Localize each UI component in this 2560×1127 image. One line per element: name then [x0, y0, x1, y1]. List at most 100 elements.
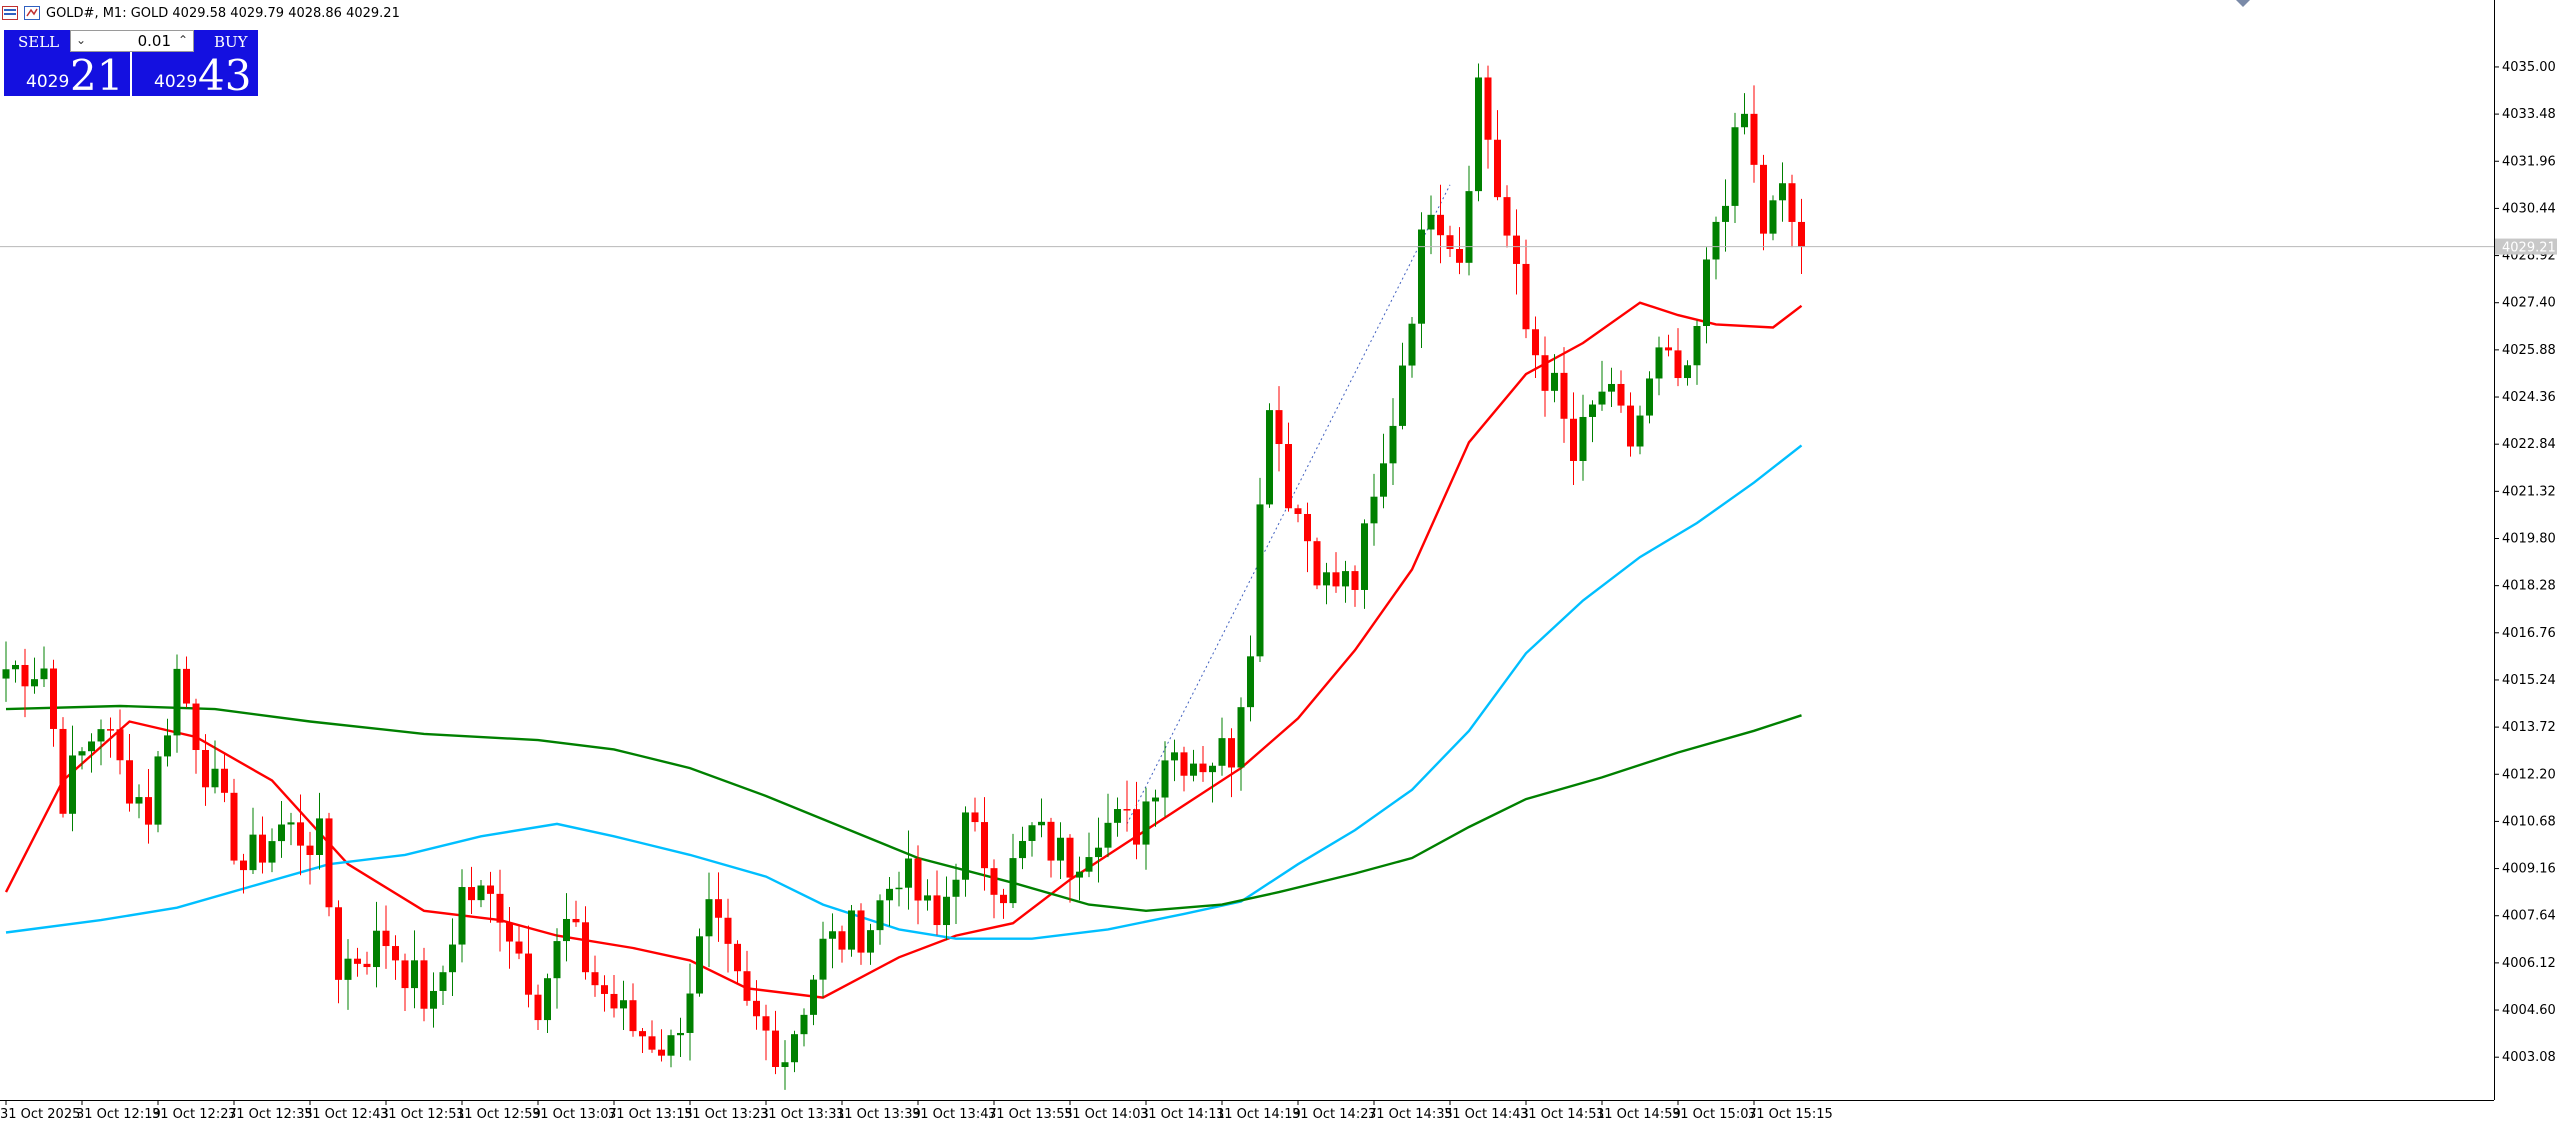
- candle-body: [468, 887, 475, 901]
- candle-body: [1313, 541, 1321, 586]
- candle: [211, 740, 219, 794]
- candle: [496, 869, 504, 952]
- candle: [1522, 239, 1530, 339]
- candle-body: [601, 985, 608, 994]
- candle-body: [1731, 127, 1739, 206]
- trend-line[interactable]: [1126, 184, 1451, 825]
- candle-body: [829, 931, 836, 939]
- lot-size-value: 0.01: [137, 32, 171, 50]
- time-tick-label: 31 Oct 13:15: [608, 1107, 693, 1122]
- candle: [1636, 405, 1644, 455]
- time-tick-label: 31 Oct 14:11: [1140, 1107, 1225, 1122]
- candle-body: [1028, 825, 1036, 841]
- candle: [819, 921, 827, 998]
- candle-body: [202, 750, 209, 788]
- candle-body: [1342, 571, 1349, 587]
- candle: [1038, 798, 1045, 838]
- candle: [724, 898, 732, 973]
- sell-price-big: 21: [70, 51, 124, 100]
- candle: [1209, 762, 1216, 803]
- candle-body: [1057, 837, 1064, 861]
- price-tick-label: 4035.00: [2502, 60, 2556, 75]
- candle: [183, 656, 190, 708]
- candle-body: [506, 922, 513, 942]
- candle-body: [135, 797, 143, 804]
- candle: [1560, 347, 1568, 443]
- candle: [1275, 386, 1283, 472]
- time-tick-label: 31 Oct 14:51: [1520, 1107, 1605, 1122]
- price-tick-label: 4030.44: [2502, 201, 2556, 216]
- candle: [297, 794, 304, 876]
- candle: [525, 925, 532, 1008]
- sell-label: SELL: [18, 33, 60, 51]
- lot-increase-chevron-icon[interactable]: ⌃: [177, 33, 188, 47]
- candle-body: [639, 1031, 646, 1037]
- candle: [306, 831, 314, 885]
- moving-average-line-ma_slow: [5, 704, 1802, 913]
- candle: [591, 955, 599, 997]
- candle-body: [515, 941, 523, 954]
- candle-body: [705, 899, 713, 937]
- candle: [1646, 371, 1653, 424]
- candle-body: [1171, 752, 1178, 761]
- price-tick-label: 4007.64: [2502, 909, 2556, 924]
- candle-body: [686, 993, 694, 1033]
- candle-body: [211, 768, 219, 788]
- candle-body: [1285, 444, 1292, 509]
- time-tick-label: 31 Oct 13:55: [988, 1107, 1073, 1122]
- chart-shift-icon[interactable]: [2236, 0, 2250, 7]
- price-tick-label: 4015.24: [2502, 673, 2556, 688]
- buy-price-small: 4029: [154, 72, 198, 92]
- candle: [21, 648, 29, 718]
- candle-body: [1161, 760, 1169, 798]
- candle-body: [278, 824, 285, 842]
- current-price-label: 4029.21: [2502, 241, 2556, 256]
- candle: [1598, 360, 1606, 411]
- candle-body: [924, 895, 931, 901]
- candle-body: [791, 1034, 798, 1063]
- candle: [221, 754, 228, 803]
- candle: [886, 877, 893, 927]
- candle-body: [1076, 871, 1083, 878]
- candle: [249, 807, 257, 875]
- candle: [354, 947, 361, 977]
- candle: [829, 913, 836, 969]
- candle: [705, 872, 713, 968]
- candle: [420, 947, 428, 1022]
- lot-dropdown-chevron-icon[interactable]: ⌄: [76, 33, 87, 47]
- candle-body: [525, 953, 532, 995]
- candle: [1722, 179, 1729, 252]
- candle: [1000, 888, 1007, 919]
- candle-body: [895, 887, 903, 890]
- candle: [1579, 394, 1587, 481]
- candle: [316, 792, 323, 870]
- candle: [1408, 316, 1416, 378]
- candle: [278, 800, 285, 858]
- time-tick-label: 31 Oct 12:35: [228, 1107, 313, 1122]
- candle: [458, 869, 466, 963]
- moving-averages: [4, 184, 1803, 999]
- lot-size-input[interactable]: ⌄ 0.01 ⌃: [70, 30, 194, 52]
- candle: [1313, 537, 1321, 590]
- candle-body: [1399, 365, 1406, 426]
- candle: [487, 871, 494, 923]
- candle-body: [325, 818, 333, 908]
- time-tick-label: 31 Oct 15:07: [1672, 1107, 1757, 1122]
- price-tick-label: 4010.68: [2502, 814, 2556, 829]
- current-price-marker: [2495, 238, 2557, 255]
- candle-body: [1152, 797, 1159, 802]
- candle-body: [762, 1016, 770, 1031]
- price-axis: 4035.004033.484031.964030.444028.924027.…: [0, 0, 2557, 1100]
- buy-price-big: 43: [198, 51, 252, 100]
- candle-body: [667, 1035, 675, 1056]
- candle-body: [382, 930, 390, 947]
- candle: [686, 963, 694, 1061]
- price-tick-label: 4012.20: [2502, 767, 2556, 782]
- candle: [107, 717, 114, 758]
- candle: [1446, 225, 1454, 258]
- candle-body: [173, 668, 181, 736]
- candle-body: [268, 841, 276, 863]
- candle-body: [1760, 164, 1767, 234]
- moving-average-line-ma_mid: [5, 444, 1803, 940]
